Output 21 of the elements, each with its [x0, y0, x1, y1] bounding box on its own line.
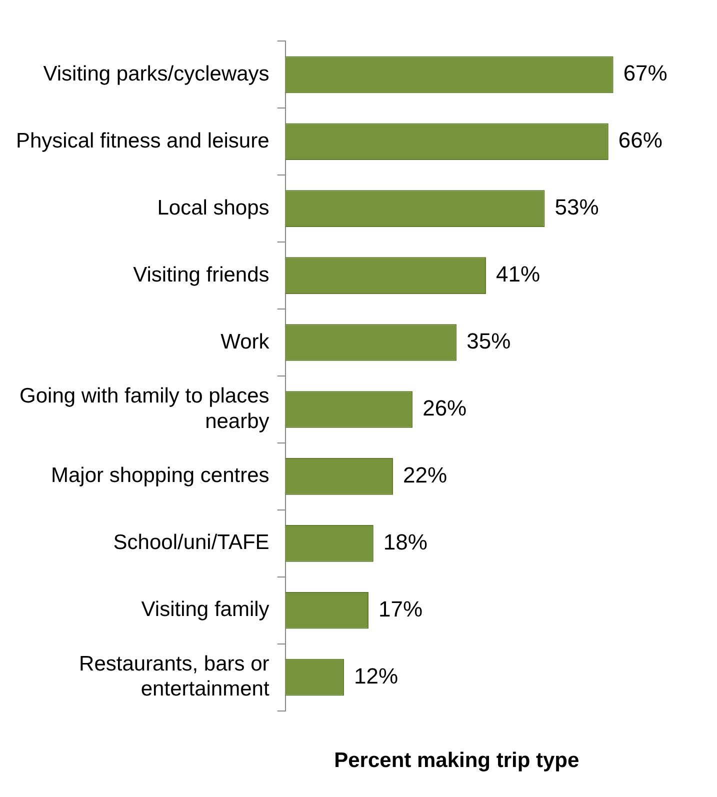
y-tick-label: Visiting family [141, 598, 270, 622]
data-label: 53% [554, 194, 599, 220]
x-axis-title: Percent making trip type [334, 749, 580, 772]
y-tick-label: Visiting parks/cycleways [43, 62, 270, 86]
y-tick-label: School/uni/TAFE [113, 531, 270, 554]
y-tick-label: Visiting friends [133, 263, 270, 286]
data-label: 18% [383, 529, 428, 554]
y-tick-label: Work [220, 330, 270, 354]
data-label: 12% [354, 663, 398, 688]
data-label: 17% [378, 596, 423, 622]
y-tick-label: Going with family to places nearby [20, 384, 270, 433]
data-label: 67% [623, 60, 668, 86]
y-tick-label: Physical fitness and leisure [16, 129, 270, 152]
data-label: 66% [618, 128, 662, 153]
y-tick-label: Restaurants, bars or entertainment [79, 652, 270, 701]
data-label: 41% [496, 262, 540, 287]
data-label: 26% [422, 396, 467, 421]
data-label: 22% [403, 462, 448, 488]
y-tick-label: Local shops [157, 196, 270, 220]
y-tick-label: Major shopping centres [50, 464, 270, 488]
data-label: 35% [466, 328, 511, 354]
